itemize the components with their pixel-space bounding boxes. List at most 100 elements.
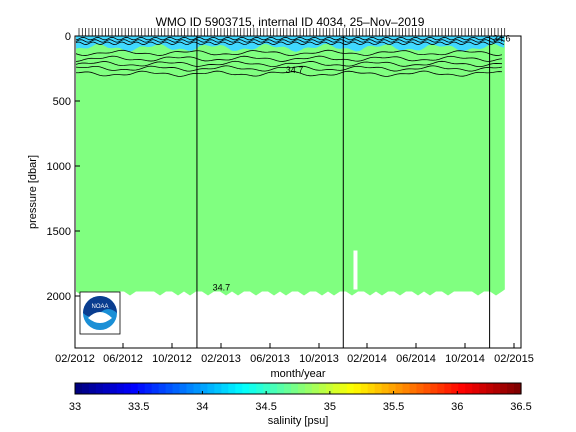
colorbar-segment bbox=[423, 383, 432, 394]
x-tick-label: 06/2014 bbox=[396, 353, 436, 365]
colorbar-segment bbox=[193, 383, 202, 394]
plot-frame bbox=[74, 35, 522, 349]
colorbar-segment bbox=[402, 383, 411, 394]
colorbar-segment bbox=[249, 383, 257, 394]
colorbar-segment bbox=[304, 383, 313, 394]
colorbar-segment bbox=[95, 383, 104, 394]
x-tick-label: 02/2014 bbox=[347, 353, 387, 365]
colorbar-segment bbox=[318, 383, 327, 394]
colorbar-segment bbox=[116, 383, 125, 394]
salinity-contour-line bbox=[75, 60, 503, 68]
colorbar-segment bbox=[130, 383, 139, 394]
colorbar-segment bbox=[270, 383, 278, 394]
colorbar-segment bbox=[500, 383, 508, 394]
colorbar-segment bbox=[186, 383, 195, 394]
colorbar-segment bbox=[172, 383, 181, 394]
y-axis-label: pressure [dbar] bbox=[27, 155, 39, 229]
colorbar-segment bbox=[507, 383, 515, 394]
colorbar-tick-label: 34 bbox=[196, 401, 208, 413]
colorbar-segment bbox=[256, 383, 264, 394]
colorbar-segment bbox=[395, 383, 404, 394]
colorbar-segment bbox=[235, 383, 243, 394]
surface-contour-line bbox=[75, 36, 505, 41]
salinity-contour-line bbox=[75, 49, 503, 56]
contour-label: 34.7 bbox=[286, 65, 304, 75]
colorbar-segment bbox=[81, 383, 90, 394]
colorbar-segment bbox=[437, 383, 445, 394]
colorbar-tick-label: 36 bbox=[451, 401, 463, 413]
colorbar-segment bbox=[298, 383, 306, 394]
colorbar-segment bbox=[339, 383, 348, 394]
colorbar-segment bbox=[207, 383, 215, 394]
colorbar-segment bbox=[221, 383, 229, 394]
y-tick-label: 1000 bbox=[47, 161, 71, 173]
colorbar-tick-label: 33 bbox=[69, 401, 81, 413]
x-tick-label: 02/2012 bbox=[55, 353, 95, 365]
colorbar-segment bbox=[479, 383, 487, 394]
colorbar-segment bbox=[325, 383, 334, 394]
colorbar-segment bbox=[465, 383, 473, 394]
colorbar-segment bbox=[123, 383, 132, 394]
colorbar-segment bbox=[367, 383, 376, 394]
y-tick-label: 500 bbox=[53, 96, 71, 108]
colorbar-segment bbox=[291, 383, 299, 394]
colorbar-segment bbox=[179, 383, 188, 394]
colorbar-segment bbox=[444, 383, 452, 394]
contour-label: 34.6 bbox=[493, 34, 511, 44]
colorbar-segment bbox=[430, 383, 438, 394]
x-tick-label: 06/2013 bbox=[250, 353, 290, 365]
colorbar-segment bbox=[144, 383, 153, 394]
colorbar-segment bbox=[451, 383, 459, 394]
colorbar-tick-label: 36.5 bbox=[510, 401, 531, 413]
colorbar-segment bbox=[374, 383, 383, 394]
x-tick-label: 10/2014 bbox=[445, 353, 485, 365]
colorbar-segment bbox=[137, 383, 146, 394]
colorbar-tick-label: 35.5 bbox=[383, 401, 404, 413]
colorbar-segment bbox=[277, 383, 285, 394]
colorbar-segment bbox=[311, 383, 320, 394]
x-tick-label: 02/2015 bbox=[494, 353, 534, 365]
colorbar-segment bbox=[332, 383, 341, 394]
noaa-logo-icon: NOAA bbox=[79, 291, 121, 335]
y-tick-label: 0 bbox=[65, 31, 71, 43]
surface-contour-line bbox=[75, 39, 505, 43]
colorbar-segment bbox=[409, 383, 418, 394]
colorbar-segment bbox=[458, 383, 466, 394]
colorbar-segment bbox=[353, 383, 362, 394]
colorbar-segment bbox=[214, 383, 222, 394]
colorbar-segment bbox=[486, 383, 494, 394]
salinity-contour-line bbox=[75, 70, 503, 77]
plot-area: 34.7 34.7 34.6 bbox=[75, 28, 511, 348]
profile-bottom-edge bbox=[76, 289, 505, 296]
colorbar: 33 33.5 34 34.5 35 35.5 36 36.5 bbox=[69, 382, 532, 413]
colorbar-label: salinity [psu] bbox=[268, 415, 329, 427]
y-axis: 0 500 1000 1500 2000 bbox=[47, 31, 80, 303]
colorbar-segment bbox=[165, 383, 174, 394]
colorbar-segment bbox=[472, 383, 480, 394]
colorbar-segment bbox=[388, 383, 397, 394]
y-tick-label: 1500 bbox=[47, 226, 71, 238]
colorbar-segment bbox=[284, 383, 292, 394]
colorbar-segment bbox=[346, 383, 355, 394]
colorbar-segment bbox=[75, 383, 83, 394]
colorbar-frame bbox=[74, 382, 522, 395]
data-gap bbox=[353, 250, 358, 290]
colorbar-segment bbox=[88, 383, 97, 394]
colorbar-segment bbox=[381, 383, 390, 394]
colorbar-segment bbox=[109, 383, 118, 394]
colorbar-segment bbox=[416, 383, 425, 394]
x-tick-label: 02/2013 bbox=[201, 353, 241, 365]
x-tick-label: 06/2012 bbox=[103, 353, 143, 365]
colorbar-segment bbox=[102, 383, 111, 394]
colorbar-segment bbox=[514, 383, 522, 394]
chart-title: WMO ID 5903715, internal ID 4034, 25–Nov… bbox=[156, 15, 425, 29]
deep-salinity-field bbox=[76, 36, 505, 290]
colorbar-tick-label: 35 bbox=[324, 401, 336, 413]
colorbar-segment bbox=[158, 383, 167, 394]
contour-label: 34.7 bbox=[213, 283, 231, 293]
colorbar-segment bbox=[200, 383, 209, 394]
colorbar-segment bbox=[228, 383, 236, 394]
colorbar-tick-label: 33.5 bbox=[128, 401, 149, 413]
salinity-contour-line bbox=[75, 65, 503, 72]
